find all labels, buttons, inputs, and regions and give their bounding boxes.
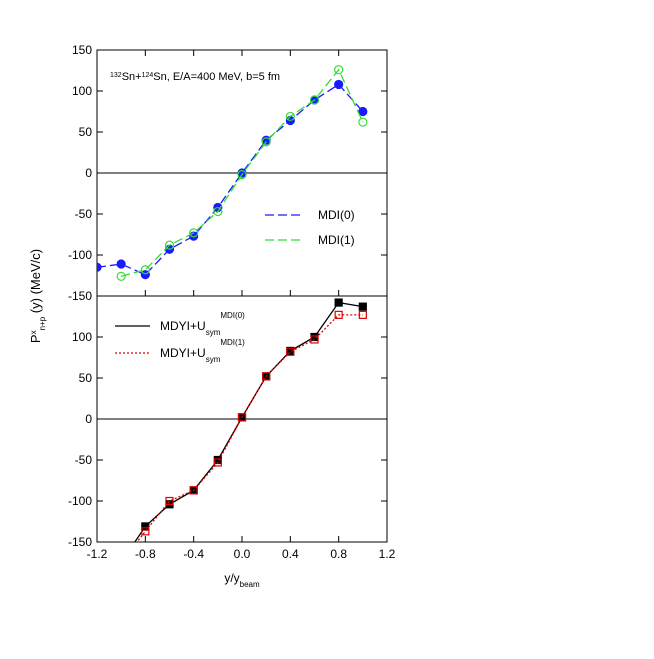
x-tick-label: 1.2 [379,547,396,561]
y-label-part: x [29,330,38,334]
x-tick-label: -0.8 [135,547,156,561]
marker [334,65,344,75]
x-axis-label: y/ybeam [224,571,260,589]
series-line [136,314,363,542]
y-tick-label: 150 [72,43,92,57]
annotation-part: Sn+ [122,71,142,83]
marker [213,458,222,467]
marker [189,228,199,238]
x-tick-label: 0.8 [330,547,347,561]
legend-label: MDI(1) [318,233,355,247]
marker [189,486,198,495]
marker [334,79,344,90]
legend-part: MDI(0) [220,311,245,320]
marker [140,270,150,280]
marker [286,347,295,356]
marker [262,372,271,381]
marker [309,95,320,105]
marker [237,170,247,180]
marker [358,117,368,127]
x-tick-label: -0.4 [183,547,204,561]
marker [334,298,343,307]
marker [334,310,343,319]
y-tick-label: 50 [79,371,93,385]
marker [140,265,150,275]
y-label-part: P [28,334,43,343]
y-axis-label: Pxn+p (y) (MeV/c) [28,249,47,343]
marker [358,310,367,319]
y-tick-label: -50 [75,453,93,467]
x-tick-label: 0.4 [282,547,299,561]
y-tick-label: 50 [79,125,93,139]
x-tick-label: 0.0 [234,547,251,561]
marker [358,106,368,117]
marker [165,496,174,506]
marker [116,271,126,281]
y-tick-label: -50 [75,207,93,221]
annotation-part: Sn, E/A=400 MeV, b=5 fm [153,71,280,83]
y-tick-label: 0 [85,412,92,426]
y-tick-label: 100 [72,84,92,98]
marker [310,335,319,344]
x-label-part: beam [240,580,260,589]
y-tick-label: -150 [68,535,92,549]
marker [118,559,125,566]
series-line [120,68,364,277]
annotation-part: 124 [142,72,154,79]
annotation: 132Sn+124Sn, E/A=400 MeV, b=5 fm [110,71,280,83]
plot-area [97,65,368,281]
marker [97,262,102,272]
legend-label: MDYI+Usym MDI(1) [160,338,245,364]
legend-part: sym [206,355,221,364]
marker [164,240,175,250]
marker [116,259,126,269]
y-tick-label: -100 [68,494,92,508]
marker [118,559,125,566]
y-label-part: n+p [38,316,47,330]
legend-label: MDI(0) [318,208,355,222]
legend-part: sym [206,328,221,337]
y-tick-label: 100 [72,330,92,344]
legend-part: MDI(1) [220,338,245,347]
plot-area [118,298,367,566]
marker [285,111,295,122]
marker [261,137,271,147]
marker [237,413,247,422]
marker [358,302,367,311]
x-label-part: y/y [224,571,239,585]
annotation-part: 132 [110,72,122,79]
marker [213,206,223,217]
y-label-part: (y) (MeV/c) [28,249,43,317]
y-tick-label: -100 [68,248,92,262]
marker [141,522,150,531]
x-tick-label: -1.2 [87,547,108,561]
y-tick-label: 0 [85,166,92,180]
legend-part: MDYI+U [160,319,206,333]
legend-label: MDYI+Usym MDI(0) [160,311,245,337]
marker [141,527,150,536]
y-tick-label: -150 [68,289,92,303]
legend-part: MDYI+U [160,346,206,360]
